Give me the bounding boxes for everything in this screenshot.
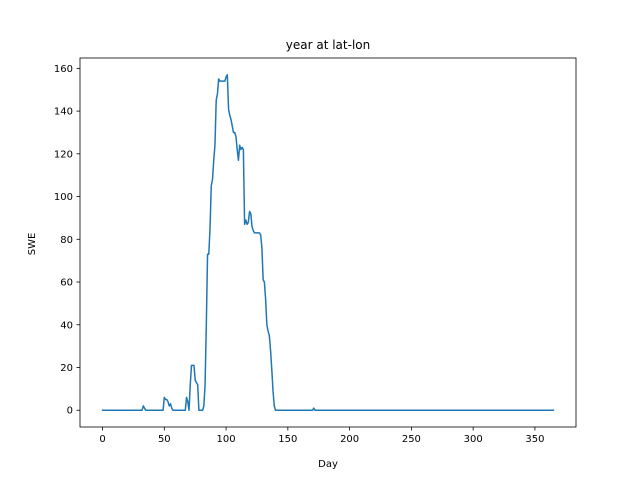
x-tick-label: 100 <box>217 434 236 445</box>
x-tick-label: 50 <box>158 434 171 445</box>
y-tick-label: 80 <box>60 235 73 246</box>
y-tick-label: 0 <box>67 406 73 417</box>
y-tick-label: 60 <box>60 278 73 289</box>
x-axis-label: Day <box>318 459 338 470</box>
series-line-0 <box>101 74 555 411</box>
x-tick-label: 200 <box>340 434 359 445</box>
y-tick-label: 40 <box>60 320 73 331</box>
chart-title: year at lat-lon <box>286 38 370 52</box>
x-tick-label: 350 <box>525 434 544 445</box>
x-tick-label: 0 <box>99 434 105 445</box>
y-tick-label: 140 <box>54 107 73 118</box>
y-tick-label: 120 <box>54 149 73 160</box>
plot-frame <box>79 57 577 428</box>
x-tick-label: 250 <box>402 434 421 445</box>
y-tick-label: 100 <box>54 192 73 203</box>
x-tick-label: 300 <box>464 434 483 445</box>
y-tick-label: 160 <box>54 64 73 75</box>
y-tick-label: 20 <box>60 363 73 374</box>
plot-area: 0 50 100 150 200 250 300 350 0 20 40 60 80 100 120 140 1… <box>54 57 577 445</box>
x-tick-label: 150 <box>278 434 297 445</box>
y-axis-label: SWE <box>27 233 38 256</box>
